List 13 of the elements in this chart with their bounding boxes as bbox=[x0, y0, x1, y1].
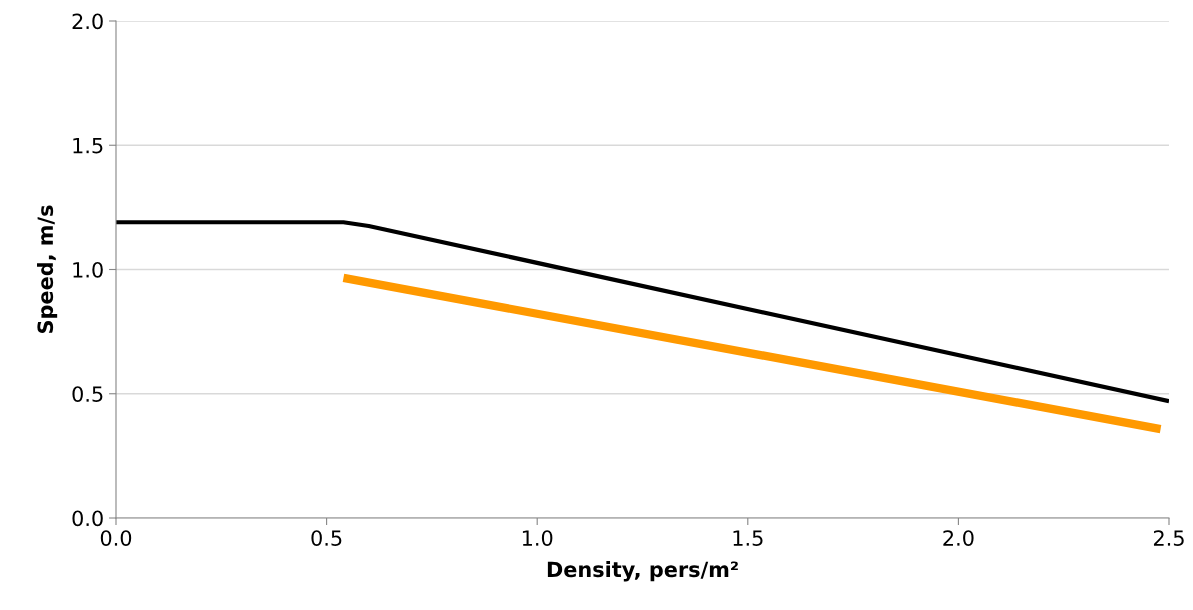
x-axis-title: Density, pers/m² bbox=[547, 561, 738, 582]
y-axis-title: Speed, m/s bbox=[37, 205, 58, 333]
x-tick-label: 1.0 bbox=[522, 530, 553, 546]
y-tick-label: 1.5 bbox=[73, 137, 103, 154]
y-tick-label: 0.0 bbox=[72, 510, 103, 527]
y-tick-label: 0.5 bbox=[72, 386, 103, 402]
y-tick-label: 1.0 bbox=[73, 261, 103, 278]
x-tick-label: 2.5 bbox=[1153, 530, 1184, 546]
x-tick-label: 1.5 bbox=[733, 530, 763, 546]
x-tick-label: 0.5 bbox=[311, 530, 342, 546]
y-tick-label: 2.0 bbox=[72, 13, 103, 30]
x-tick-label: 2.0 bbox=[943, 530, 974, 546]
x-tick-label: 0.0 bbox=[100, 530, 132, 546]
